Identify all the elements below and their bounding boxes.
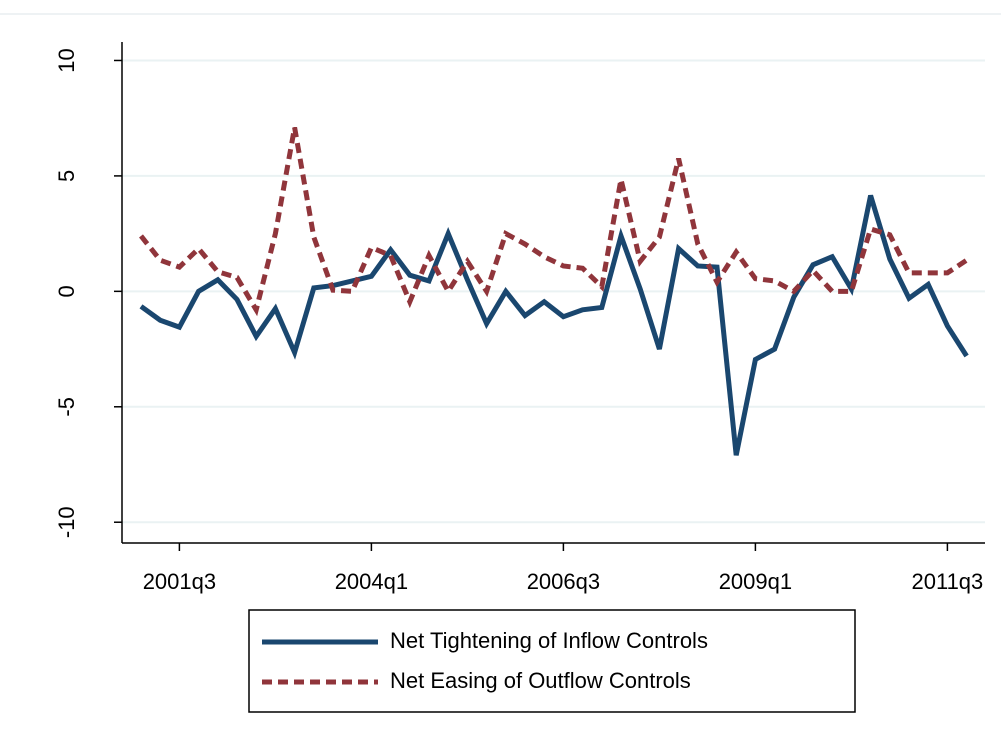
line-series — [139, 194, 969, 456]
x-tick-label: 2011q3 — [912, 569, 984, 594]
x-tick-label: 2004q1 — [335, 569, 408, 594]
y-tick-label: 5 — [54, 170, 79, 182]
y-tick-label: -5 — [54, 397, 79, 417]
legend-label: Net Tightening of Inflow Controls — [390, 628, 708, 653]
y-tick-label: -10 — [54, 506, 79, 538]
x-tick-label: 2006q3 — [527, 569, 600, 594]
y-tick-label: 10 — [54, 48, 79, 72]
x-tick-label: 2001q3 — [143, 569, 216, 594]
legend-box — [248, 609, 856, 713]
x-tick-label: 2009q1 — [719, 569, 792, 594]
y-tick-label: 0 — [54, 285, 79, 297]
legend-label: Net Easing of Outflow Controls — [390, 668, 691, 693]
line-series — [139, 126, 968, 317]
